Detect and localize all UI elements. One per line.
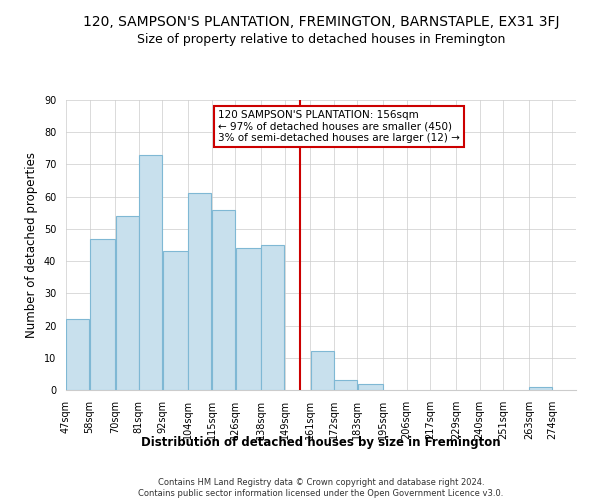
Bar (90, 238, 115, 390)
Bar (358, 384, 383, 390)
Bar (139, 155, 162, 390)
Text: Size of property relative to detached houses in Fremington: Size of property relative to detached ho… (137, 32, 505, 46)
Bar (163, 252, 188, 390)
Bar (262, 245, 284, 390)
Bar (212, 210, 235, 390)
Bar (529, 387, 552, 390)
Bar (334, 380, 357, 390)
Bar (236, 248, 260, 390)
Bar (311, 352, 334, 390)
Bar (67, 319, 89, 390)
Bar (116, 216, 139, 390)
Text: Distribution of detached houses by size in Fremington: Distribution of detached houses by size … (141, 436, 501, 449)
Text: 120 SAMPSON'S PLANTATION: 156sqm
← 97% of detached houses are smaller (450)
3% o: 120 SAMPSON'S PLANTATION: 156sqm ← 97% o… (218, 110, 460, 143)
Y-axis label: Number of detached properties: Number of detached properties (25, 152, 38, 338)
Text: 120, SAMPSON'S PLANTATION, FREMINGTON, BARNSTAPLE, EX31 3FJ: 120, SAMPSON'S PLANTATION, FREMINGTON, B… (83, 15, 559, 29)
Bar (188, 194, 211, 390)
Text: Contains HM Land Registry data © Crown copyright and database right 2024.
Contai: Contains HM Land Registry data © Crown c… (139, 478, 503, 498)
